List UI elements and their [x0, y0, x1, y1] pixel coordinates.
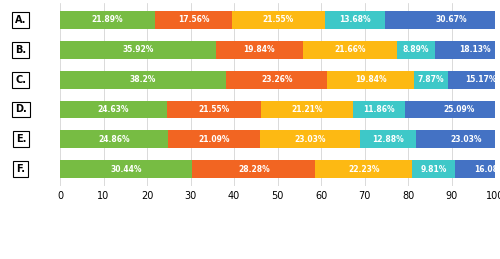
- Text: 28.28%: 28.28%: [238, 165, 270, 174]
- Text: 24.86%: 24.86%: [98, 135, 130, 144]
- Bar: [404, 100, 500, 118]
- Bar: [326, 11, 385, 29]
- Bar: [412, 160, 455, 178]
- Bar: [155, 11, 232, 29]
- Text: F.: F.: [16, 164, 26, 174]
- Text: 35.92%: 35.92%: [122, 45, 154, 54]
- Text: 25.09%: 25.09%: [444, 105, 475, 114]
- Bar: [328, 71, 414, 89]
- Text: D.: D.: [15, 104, 26, 114]
- Text: B.: B.: [16, 45, 26, 55]
- Bar: [192, 160, 316, 178]
- Text: 9.81%: 9.81%: [420, 165, 446, 174]
- Bar: [60, 41, 216, 59]
- Bar: [448, 71, 500, 89]
- Legend: 1, 2, 3, 4, 5: 1, 2, 3, 4, 5: [172, 258, 383, 259]
- Text: 15.17%: 15.17%: [465, 75, 496, 84]
- Bar: [302, 41, 397, 59]
- Text: 19.84%: 19.84%: [354, 75, 386, 84]
- Text: 21.55%: 21.55%: [198, 105, 230, 114]
- Bar: [436, 41, 500, 59]
- Text: 38.2%: 38.2%: [130, 75, 156, 84]
- Text: 30.44%: 30.44%: [110, 165, 142, 174]
- Text: A.: A.: [15, 15, 26, 25]
- Text: 16.08%: 16.08%: [474, 165, 500, 174]
- Text: 23.03%: 23.03%: [294, 135, 326, 144]
- Bar: [455, 160, 500, 178]
- Text: 7.87%: 7.87%: [418, 75, 444, 84]
- Text: E.: E.: [16, 134, 26, 144]
- Text: 23.03%: 23.03%: [450, 135, 482, 144]
- Bar: [60, 130, 168, 148]
- Text: 30.67%: 30.67%: [436, 15, 468, 24]
- Text: 24.63%: 24.63%: [98, 105, 130, 114]
- Bar: [60, 160, 192, 178]
- Bar: [261, 100, 353, 118]
- Bar: [397, 41, 436, 59]
- Text: 21.09%: 21.09%: [198, 135, 230, 144]
- Bar: [168, 130, 260, 148]
- Bar: [167, 100, 261, 118]
- Text: 22.23%: 22.23%: [348, 165, 380, 174]
- Text: 17.56%: 17.56%: [178, 15, 209, 24]
- Bar: [416, 130, 500, 148]
- Text: 18.13%: 18.13%: [459, 45, 490, 54]
- Bar: [414, 71, 448, 89]
- Bar: [226, 71, 328, 89]
- Text: 21.21%: 21.21%: [292, 105, 323, 114]
- Text: 21.55%: 21.55%: [263, 15, 294, 24]
- Text: 12.88%: 12.88%: [372, 135, 404, 144]
- Text: 19.84%: 19.84%: [244, 45, 275, 54]
- Bar: [232, 11, 326, 29]
- Bar: [353, 100, 405, 118]
- Bar: [385, 11, 500, 29]
- Bar: [360, 130, 416, 148]
- Bar: [60, 71, 226, 89]
- Bar: [60, 100, 167, 118]
- Text: C.: C.: [16, 75, 26, 85]
- Bar: [316, 160, 412, 178]
- Text: 8.89%: 8.89%: [403, 45, 429, 54]
- Text: 21.66%: 21.66%: [334, 45, 366, 54]
- Bar: [60, 11, 155, 29]
- Text: 11.86%: 11.86%: [363, 105, 395, 114]
- Bar: [216, 41, 302, 59]
- Bar: [260, 130, 360, 148]
- Text: 23.26%: 23.26%: [261, 75, 292, 84]
- Text: 13.68%: 13.68%: [340, 15, 371, 24]
- Text: 21.89%: 21.89%: [92, 15, 124, 24]
